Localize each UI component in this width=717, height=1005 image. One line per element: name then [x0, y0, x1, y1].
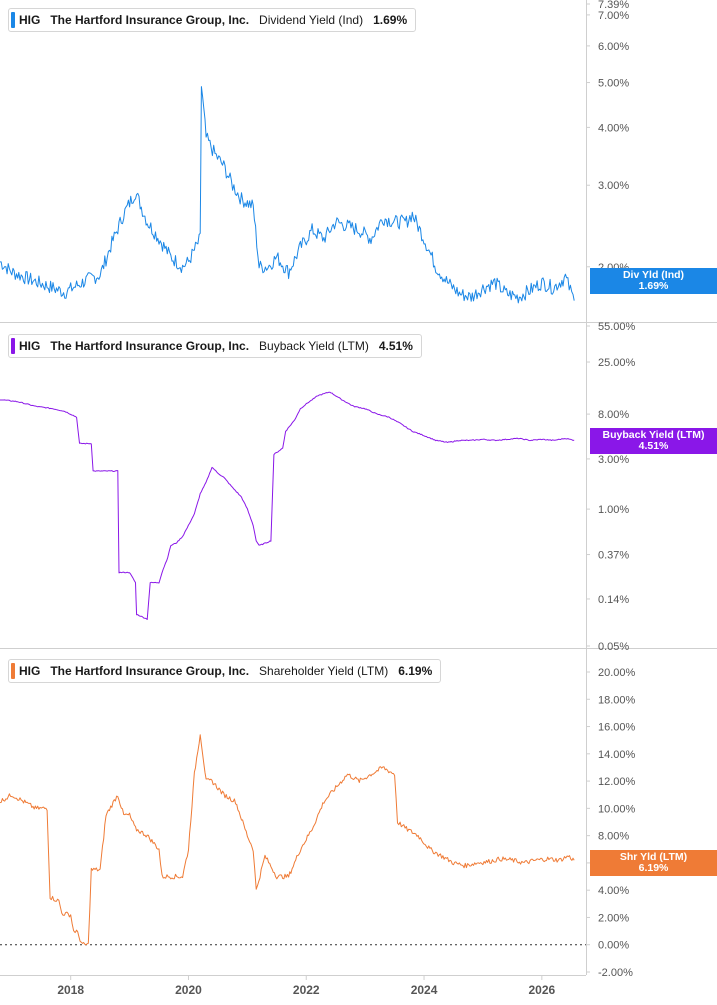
legend-metric: Dividend Yield (Ind): [259, 13, 364, 27]
y-tick-label: 8.00%: [598, 409, 629, 421]
series-swatch: [11, 663, 15, 679]
x-tick-label: 2020: [175, 983, 202, 997]
y-tick-label: 55.00%: [598, 321, 636, 333]
y-tick-label: 4.00%: [598, 885, 629, 897]
tag-label: Div Yld (Ind): [622, 269, 685, 281]
y-tick-label: 8.00%: [598, 831, 629, 843]
legend-metric: Shareholder Yield (LTM): [259, 664, 389, 678]
y-tick-label: 25.00%: [598, 357, 636, 369]
y-tick-label: 2.00%: [598, 912, 629, 924]
x-tick-label: 2018: [57, 983, 84, 997]
y-tick-label: 20.00%: [598, 667, 636, 679]
y-tick-label: 5.00%: [598, 78, 629, 90]
buyback-yield-value-tag: Buyback Yield (LTM) 4.51%: [590, 428, 717, 454]
tag-label: Shr Yld (LTM): [619, 851, 688, 863]
y-tick-label: 0.14%: [598, 594, 629, 606]
series-swatch: [11, 12, 15, 28]
y-tick-label: 6.00%: [598, 41, 629, 53]
y-tick-label: 1.00%: [598, 504, 629, 516]
tag-value: 6.19%: [638, 862, 669, 874]
legend-metric: Buyback Yield (LTM): [259, 339, 369, 353]
legend-value: 1.69%: [373, 13, 408, 27]
x-tick-label: 2026: [528, 983, 555, 997]
legend-ticker: HIG: [19, 13, 41, 27]
legend-value: 6.19%: [398, 664, 433, 678]
legend-company: The Hartford Insurance Group, Inc.: [50, 13, 250, 27]
y-tick-label: 0.05%: [598, 641, 629, 653]
shareholder-yield-value-tag: Shr Yld (LTM) 6.19%: [590, 850, 717, 876]
y-tick-label: 0.00%: [598, 940, 629, 952]
y-tick-label: 16.00%: [598, 722, 636, 734]
tag-label: Buyback Yield (LTM): [602, 429, 705, 441]
y-tick-label: 10.00%: [598, 803, 636, 815]
legend-ticker: HIG: [19, 339, 41, 353]
dividend-yield-value-tag: Div Yld (Ind) 1.69%: [590, 268, 717, 294]
series-line-2[interactable]: [0, 391, 575, 620]
y-tick-label: 7.00%: [598, 10, 629, 22]
tag-value: 1.69%: [638, 280, 669, 292]
y-tick-label: 14.00%: [598, 749, 636, 761]
x-tick-label: 2024: [411, 983, 438, 997]
legend-shareholder-yield[interactable]: HIG The Hartford Insurance Group, Inc. S…: [8, 659, 442, 683]
legend-company: The Hartford Insurance Group, Inc.: [50, 664, 250, 678]
legend-buyback-yield[interactable]: HIG The Hartford Insurance Group, Inc. B…: [8, 334, 422, 358]
legend-dividend-yield[interactable]: HIG The Hartford Insurance Group, Inc. D…: [8, 8, 417, 32]
y-tick-label: 7.39%: [598, 0, 629, 11]
series-line-3[interactable]: [0, 734, 575, 946]
y-tick-label: 3.00%: [598, 454, 629, 466]
y-tick-label: 3.00%: [598, 180, 629, 192]
y-tick-label: 18.00%: [598, 694, 636, 706]
legend-value: 4.51%: [378, 339, 413, 353]
tag-value: 4.51%: [638, 440, 669, 452]
legend-ticker: HIG: [19, 664, 41, 678]
series-swatch: [11, 338, 15, 354]
y-tick-label: 12.00%: [598, 776, 636, 788]
x-tick-label: 2022: [293, 983, 320, 997]
series-line-1[interactable]: [0, 86, 575, 304]
legend-company: The Hartford Insurance Group, Inc.: [50, 339, 250, 353]
y-tick-label: 4.00%: [598, 122, 629, 134]
y-tick-label: -2.00%: [598, 967, 633, 979]
y-tick-label: 0.37%: [598, 550, 629, 562]
